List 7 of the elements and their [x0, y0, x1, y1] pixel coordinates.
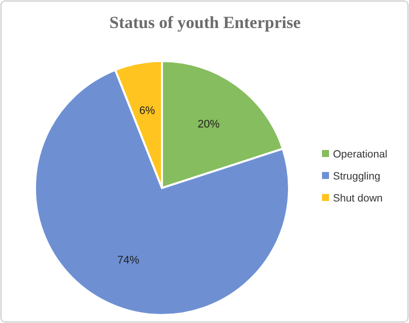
chart-title: Status of youth Enterprise [109, 13, 302, 32]
data-label: 20% [198, 118, 220, 131]
legend-label: Operational [333, 148, 388, 161]
legend-label: Struggling [333, 170, 380, 183]
data-label: 74% [117, 254, 140, 267]
legend-label: Shut down [333, 192, 383, 205]
data-label: 6% [139, 104, 156, 117]
